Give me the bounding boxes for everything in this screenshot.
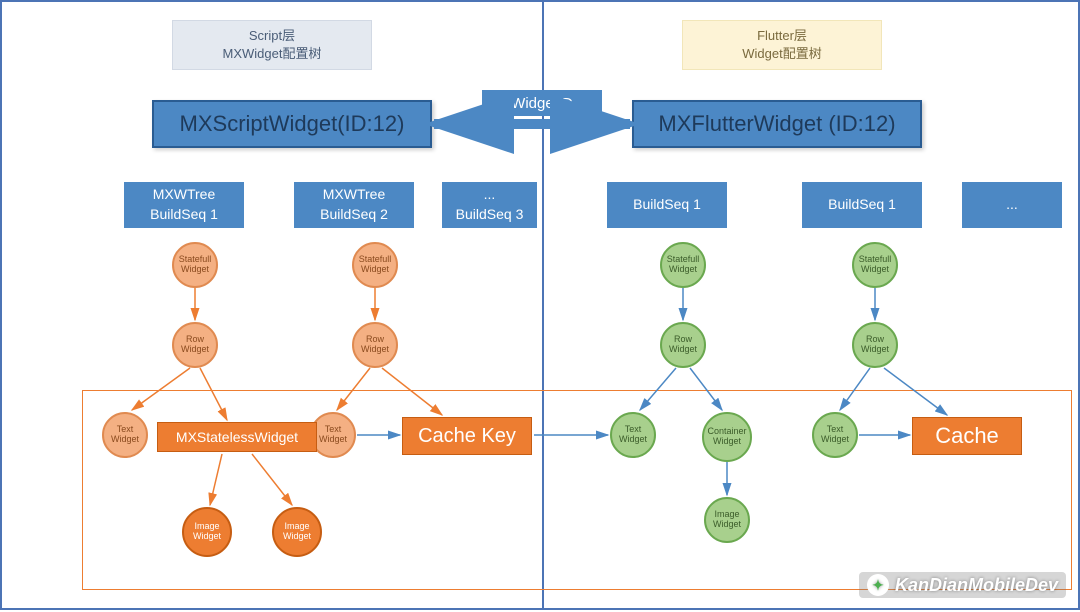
node-image-1: Image Widget xyxy=(182,507,232,557)
watermark: ✦ KanDianMobileDev xyxy=(859,572,1066,598)
tag-left-line2: MXWidget配置树 xyxy=(223,46,322,61)
node-l2-row: Row Widget xyxy=(352,322,398,368)
big-left-text: MXScriptWidget(ID:12) xyxy=(180,111,405,137)
node-r2-text: Text Widget xyxy=(812,412,858,458)
stateless-text: MXStatelessWidget xyxy=(176,429,298,445)
node-l2-statefull: Statefull Widget xyxy=(352,242,398,288)
box-mxscriptwidget: MXScriptWidget(ID:12) xyxy=(152,100,432,148)
node-l1-text: Text Widget xyxy=(102,412,148,458)
label-widgetid: WidgetID xyxy=(482,90,602,116)
tag-script-layer: Script层 MXWidget配置树 xyxy=(172,20,372,70)
l2-text-txt: Text Widget xyxy=(319,425,347,445)
box-mxflutterwidget: MXFlutterWidget (ID:12) xyxy=(632,100,922,148)
rect-mxstatelesswidget: MXStatelessWidget xyxy=(157,422,317,452)
diagram-canvas: Script层 MXWidget配置树 Flutter层 Widget配置树 M… xyxy=(0,0,1080,610)
r1-container-txt: Container Widget xyxy=(707,427,746,447)
seq-left-1: MXWTree BuildSeq 2 xyxy=(294,182,414,228)
r1-image-txt: Image Widget xyxy=(713,510,741,530)
seq-right-2: ... xyxy=(962,182,1062,228)
l2-row-txt: Row Widget xyxy=(361,335,389,355)
node-r2-row: Row Widget xyxy=(852,322,898,368)
node-r1-row: Row Widget xyxy=(660,322,706,368)
big-right-text: MXFlutterWidget (ID:12) xyxy=(658,111,895,137)
r2-row-txt: Row Widget xyxy=(861,335,889,355)
r2-statefull-txt: Statefull Widget xyxy=(859,255,892,275)
seq-right-0-text: BuildSeq 1 xyxy=(633,195,701,215)
rect-cachekey: Cache Key xyxy=(402,417,532,455)
node-r1-text: Text Widget xyxy=(610,412,656,458)
node-r1-statefull: Statefull Widget xyxy=(660,242,706,288)
seq-left-2-text: ... BuildSeq 3 xyxy=(456,185,524,224)
seq-left-1-text: MXWTree BuildSeq 2 xyxy=(320,185,388,224)
l1-text-txt: Text Widget xyxy=(111,425,139,445)
seq-left-2: ... BuildSeq 3 xyxy=(442,182,537,228)
seq-right-1: BuildSeq 1 xyxy=(802,182,922,228)
node-r1-container: Container Widget xyxy=(702,412,752,462)
seq-right-0: BuildSeq 1 xyxy=(607,182,727,228)
l1-statefull-txt: Statefull Widget xyxy=(179,255,212,275)
watermark-text: KanDianMobileDev xyxy=(895,575,1058,596)
tag-right-line2: Widget配置树 xyxy=(742,46,821,61)
seq-right-1-text: BuildSeq 1 xyxy=(828,195,896,215)
cachekey-text: Cache Key xyxy=(418,425,516,448)
node-l1-row: Row Widget xyxy=(172,322,218,368)
r1-row-txt: Row Widget xyxy=(669,335,697,355)
node-r1-image: Image Widget xyxy=(704,497,750,543)
seq-right-2-text: ... xyxy=(1006,195,1018,215)
tag-left-line1: Script层 xyxy=(249,28,295,43)
rect-cache: Cache xyxy=(912,417,1022,455)
tag-flutter-layer: Flutter层 Widget配置树 xyxy=(682,20,882,70)
seq-left-0: MXWTree BuildSeq 1 xyxy=(124,182,244,228)
tag-right-line1: Flutter层 xyxy=(757,28,807,43)
img2-txt: Image Widget xyxy=(283,522,311,542)
seq-left-0-text: MXWTree BuildSeq 1 xyxy=(150,185,218,224)
r1-text-txt: Text Widget xyxy=(619,425,647,445)
l1-row-txt: Row Widget xyxy=(181,335,209,355)
r2-text-txt: Text Widget xyxy=(821,425,849,445)
node-l1-statefull: Statefull Widget xyxy=(172,242,218,288)
img1-txt: Image Widget xyxy=(193,522,221,542)
widgetid-text: WidgetID xyxy=(511,93,573,114)
l2-statefull-txt: Statefull Widget xyxy=(359,255,392,275)
cache-text: Cache xyxy=(935,423,999,449)
node-image-2: Image Widget xyxy=(272,507,322,557)
r1-statefull-txt: Statefull Widget xyxy=(667,255,700,275)
node-r2-statefull: Statefull Widget xyxy=(852,242,898,288)
wechat-icon: ✦ xyxy=(867,574,889,596)
